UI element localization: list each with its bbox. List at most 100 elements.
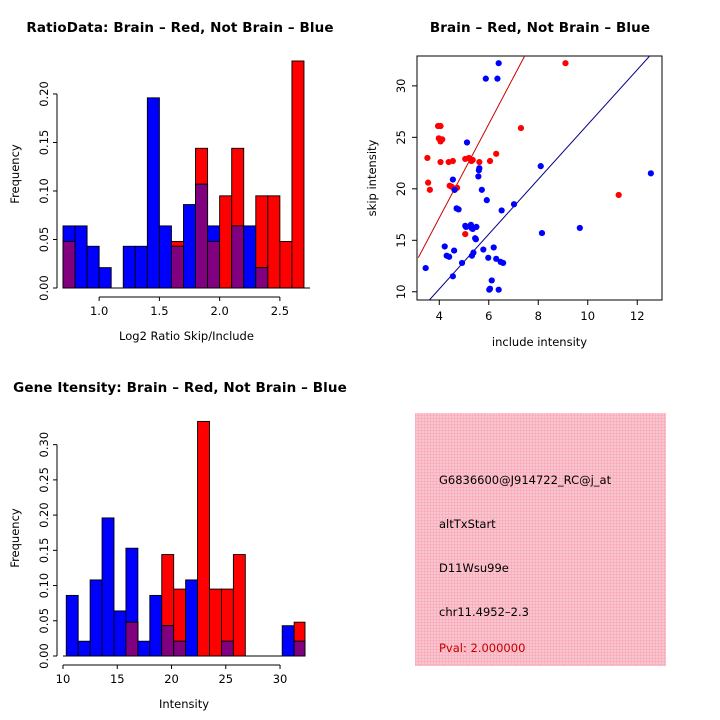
scatter-point xyxy=(510,201,518,208)
pval-label: Pval: 2.000000 xyxy=(439,641,526,655)
scatter-point xyxy=(449,176,456,183)
panel-gene-histogram: Gene Itensity: Brain – Red, Not Brain – … xyxy=(0,360,360,720)
scatter-point xyxy=(494,75,501,82)
bar-overlap xyxy=(173,640,187,657)
bar-overlap xyxy=(220,640,234,657)
bar-blue xyxy=(149,594,163,657)
bar-blue xyxy=(243,225,257,289)
y-tick-label: 0.20 xyxy=(37,81,51,107)
plot-area xyxy=(417,56,654,300)
scatter-point xyxy=(476,158,483,166)
bar-blue xyxy=(101,517,115,657)
y-tick-label: 10 xyxy=(394,284,408,299)
x-tick-label: 25 xyxy=(218,672,233,686)
scatter-point xyxy=(562,60,569,67)
scatter-point xyxy=(478,186,485,193)
bar-blue xyxy=(185,579,199,657)
scatter-point xyxy=(475,173,482,180)
scatter-point xyxy=(437,158,444,166)
scatter-point xyxy=(441,243,448,250)
y-tick-label: 0.25 xyxy=(37,467,51,493)
x-tick-label: 1.5 xyxy=(150,304,168,318)
scatter-title: Brain – Red, Not Brain – Blue xyxy=(429,20,651,36)
y-tick-label: 0.30 xyxy=(37,432,51,458)
x-axis-title: include intensity xyxy=(492,335,587,349)
ratio-histogram-title: RatioData: Brain – Red, Not Brain – Blue xyxy=(26,20,334,36)
x-axis-title: Intensity xyxy=(159,697,209,711)
y-axis: 0.00 0.05 0.10 0.15 0.20 0.25 0.30 xyxy=(37,432,58,669)
x-tick-label: 2.0 xyxy=(210,304,228,318)
scatter-point xyxy=(498,207,505,214)
y-axis-title: skip intensity xyxy=(365,139,379,216)
scatter-point xyxy=(426,186,433,193)
gene-symbol-label: D11Wsu99e xyxy=(439,561,509,575)
scatter-point xyxy=(422,264,429,272)
bar-red xyxy=(197,420,210,657)
x-tick-label: 4 xyxy=(436,309,443,323)
bar-blue xyxy=(86,245,100,289)
scatter-point xyxy=(576,224,583,232)
bar-blue xyxy=(281,625,295,657)
x-axis: 10 15 20 25 30 xyxy=(56,664,288,686)
y-tick-label: 0.00 xyxy=(37,643,51,669)
x-axis: 1.0 1.5 2.0 2.5 xyxy=(90,296,289,318)
plot-box xyxy=(416,55,663,301)
scatter-point xyxy=(472,236,479,243)
y-tick-label: 0.05 xyxy=(37,227,51,253)
scatter-point xyxy=(449,157,456,165)
scatter-point xyxy=(458,259,466,267)
y-tick-label: 0.10 xyxy=(37,573,51,599)
bar-blue xyxy=(74,225,88,289)
x-tick-label: 15 xyxy=(110,672,125,686)
bar-overlap xyxy=(170,245,184,289)
scatter-point xyxy=(437,122,444,130)
fit-line-notbrain-fit xyxy=(429,56,650,300)
x-tick-label: 2.5 xyxy=(271,304,289,318)
panel-scatter: Brain – Red, Not Brain – Blue 10 15 20 25 30… xyxy=(360,0,720,360)
scatter-point xyxy=(495,286,502,293)
gene-histogram-title: Gene Itensity: Brain – Red, Not Brain – … xyxy=(13,380,347,396)
x-tick-label: 12 xyxy=(630,309,645,323)
scatter-svg: 10 15 20 25 30 4 6 8 10 12 include intensity skip i… xyxy=(365,55,663,349)
x-tick-label: 8 xyxy=(535,309,542,323)
scatter-point xyxy=(468,157,475,165)
panel-ratio-histogram: RatioData: Brain – Red, Not Brain – Blue… xyxy=(0,0,360,360)
scatter-point xyxy=(486,285,494,292)
scatter-point xyxy=(425,179,432,186)
scatter-point xyxy=(462,231,469,238)
y-axis: 0.00 0.05 0.10 0.15 0.20 xyxy=(37,81,58,301)
y-axis-title: Frequency xyxy=(8,144,22,204)
x-tick-label: 1.0 xyxy=(90,304,108,318)
y-tick-label: 0.00 xyxy=(37,275,51,301)
scatter-point xyxy=(463,139,471,146)
x-axis-title: Log2 Ratio Skip/Include xyxy=(119,329,254,343)
bar-blue xyxy=(146,97,160,289)
bar-blue xyxy=(134,245,148,289)
scatter-point xyxy=(482,75,489,82)
scatter-point xyxy=(488,277,495,284)
bar-blue xyxy=(113,610,127,657)
bar-overlap xyxy=(195,183,209,289)
bar-blue xyxy=(183,204,196,289)
scatter-point xyxy=(483,197,490,204)
gene-info-panel: G6836600@J914722_RC@j_at altTxStart D11W… xyxy=(415,413,666,666)
scatter-point xyxy=(647,170,654,177)
x-tick-label: 10 xyxy=(56,672,71,686)
y-tick-label: 0.15 xyxy=(37,538,51,564)
bar-red xyxy=(219,195,233,289)
scatter-point xyxy=(537,163,544,170)
y-tick-label: 20 xyxy=(394,181,408,196)
y-tick-label: 30 xyxy=(394,79,408,94)
scatter-point xyxy=(495,60,502,67)
bar-red xyxy=(209,588,222,657)
scatter-point xyxy=(493,255,500,262)
scatter-point xyxy=(462,223,470,231)
scatter-point xyxy=(470,249,477,256)
scatter-point xyxy=(424,154,431,162)
bar-blue xyxy=(65,594,79,657)
locus-label: chr11.4952–2.3 xyxy=(439,605,529,619)
y-tick-label: 0.05 xyxy=(37,608,51,634)
bar-red xyxy=(279,240,293,289)
scatter-point xyxy=(480,246,487,253)
x-tick-label: 30 xyxy=(273,672,288,686)
